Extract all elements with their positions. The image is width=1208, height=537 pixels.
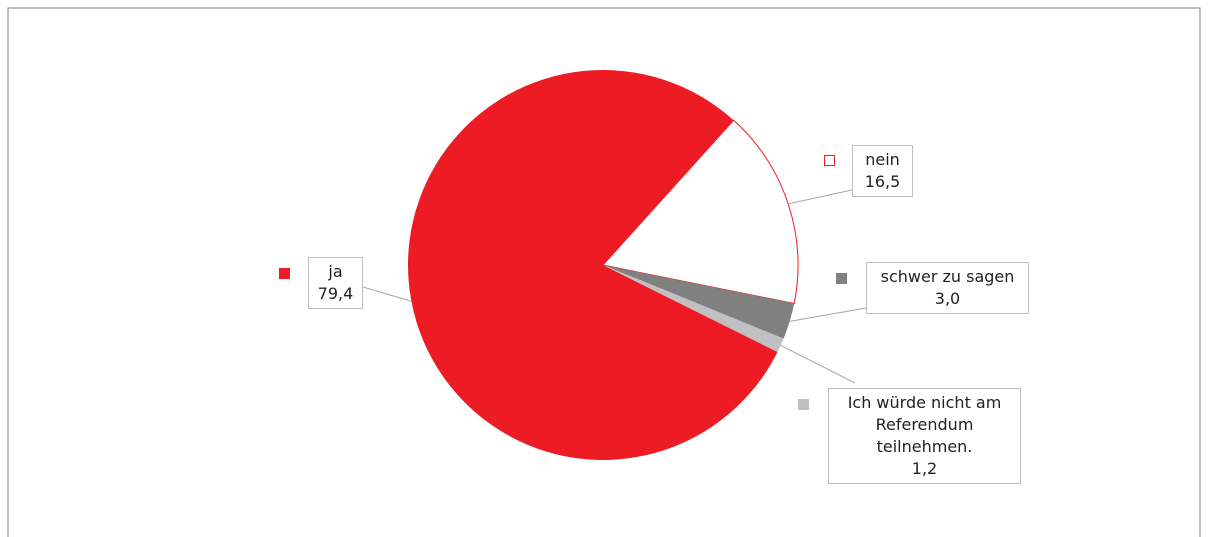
value-label: 16,5 xyxy=(864,172,901,191)
value-label: 1,2 xyxy=(911,459,938,478)
category-label: Ich würde nicht am Referendum teilnehmen… xyxy=(847,393,1002,456)
pie-slice xyxy=(602,119,799,305)
legend-marker xyxy=(798,399,809,410)
frame xyxy=(7,7,1201,537)
data-label: ja 79,4 xyxy=(308,257,363,309)
data-label: nein 16,5 xyxy=(852,145,913,197)
pie-slice xyxy=(603,265,784,353)
data-label: Ich würde nicht am Referendum teilnehmen… xyxy=(828,388,1021,484)
category-label: ja xyxy=(328,262,343,281)
data-label: schwer zu sagen 3,0 xyxy=(866,262,1029,314)
legend-marker xyxy=(279,268,290,279)
leader-line xyxy=(362,286,412,302)
category-label: nein xyxy=(865,150,900,169)
value-label: 79,4 xyxy=(317,284,354,303)
leader-line xyxy=(780,344,856,384)
pie-slice xyxy=(408,70,778,461)
legend-marker xyxy=(836,273,847,284)
value-label: 3,0 xyxy=(934,289,961,308)
legend-marker xyxy=(824,155,835,166)
pie-slice xyxy=(603,265,795,339)
leader-line xyxy=(789,307,867,322)
leader-line xyxy=(788,189,853,205)
category-label: schwer zu sagen xyxy=(880,267,1015,286)
